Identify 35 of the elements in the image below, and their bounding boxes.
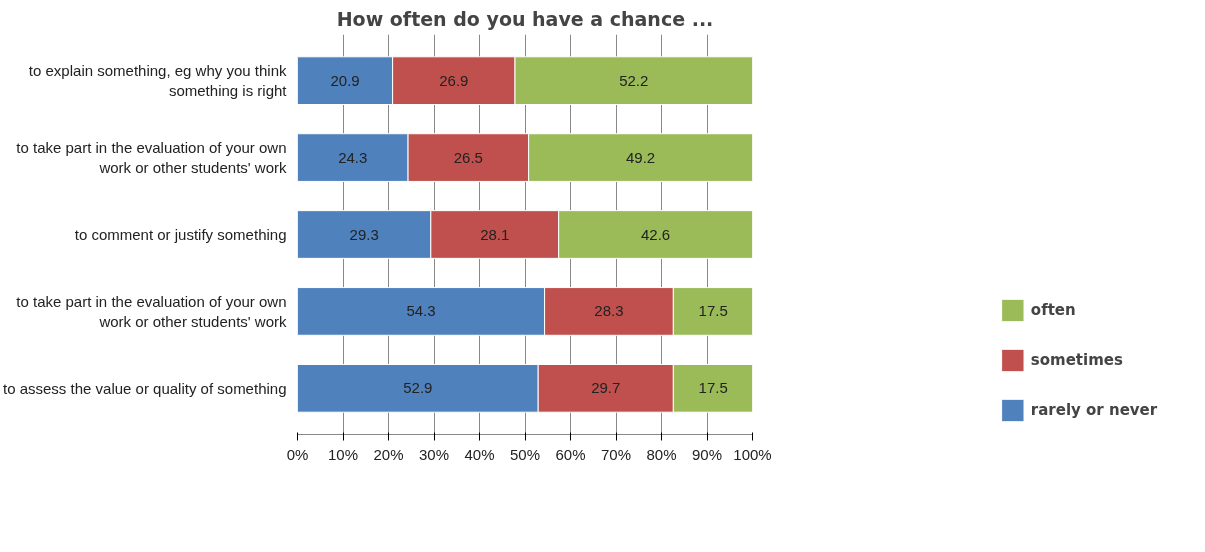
legend-label: often <box>1030 301 1076 319</box>
legend-label: sometimes <box>1030 351 1123 369</box>
x-tick-label: 80% <box>646 445 677 463</box>
x-tick-label: 0% <box>286 445 309 463</box>
y-tick-label: to take part in the evaluation of your own work or other students' work <box>16 138 287 177</box>
data-label: 28.3 <box>594 302 624 320</box>
x-tick-label: 60% <box>555 445 586 463</box>
data-label: 26.5 <box>453 148 483 166</box>
y-tick-label: to assess the value or quality of something <box>3 379 287 397</box>
data-label: 28.1 <box>480 225 510 243</box>
x-tick-label: 40% <box>464 445 495 463</box>
data-label: 17.5 <box>698 379 728 397</box>
x-tick-label: 30% <box>418 445 450 463</box>
data-label: 52.2 <box>619 71 649 89</box>
legend-label: rarely or never <box>1030 401 1158 419</box>
data-label: 54.3 <box>406 302 436 320</box>
data-label: 42.6 <box>640 225 671 243</box>
chart-title: How often do you have a chance ... <box>336 7 714 30</box>
data-label: 49.2 <box>625 148 656 166</box>
data-label: 17.5 <box>698 302 728 320</box>
data-label: 20.9 <box>330 71 360 89</box>
x-tick-label: 90% <box>691 445 723 463</box>
data-label: 26.9 <box>439 71 469 89</box>
x-tick-label: 70% <box>600 445 632 463</box>
x-tick-label: 100% <box>733 445 772 463</box>
y-tick-label: to comment or justify something <box>74 226 287 243</box>
x-tick-label: 20% <box>373 445 404 463</box>
data-label: 24.3 <box>338 148 368 166</box>
data-label: 29.3 <box>349 225 379 243</box>
y-tick-label: to take part in the evaluation of your own work or other students' work <box>16 292 287 331</box>
x-tick-label: 50% <box>509 445 541 463</box>
data-label: 52.9 <box>403 379 433 397</box>
data-label: 29.7 <box>591 379 621 397</box>
y-tick-label: to explain something, eg why you think something is right <box>28 61 288 100</box>
x-tick-label: 10% <box>327 445 359 463</box>
